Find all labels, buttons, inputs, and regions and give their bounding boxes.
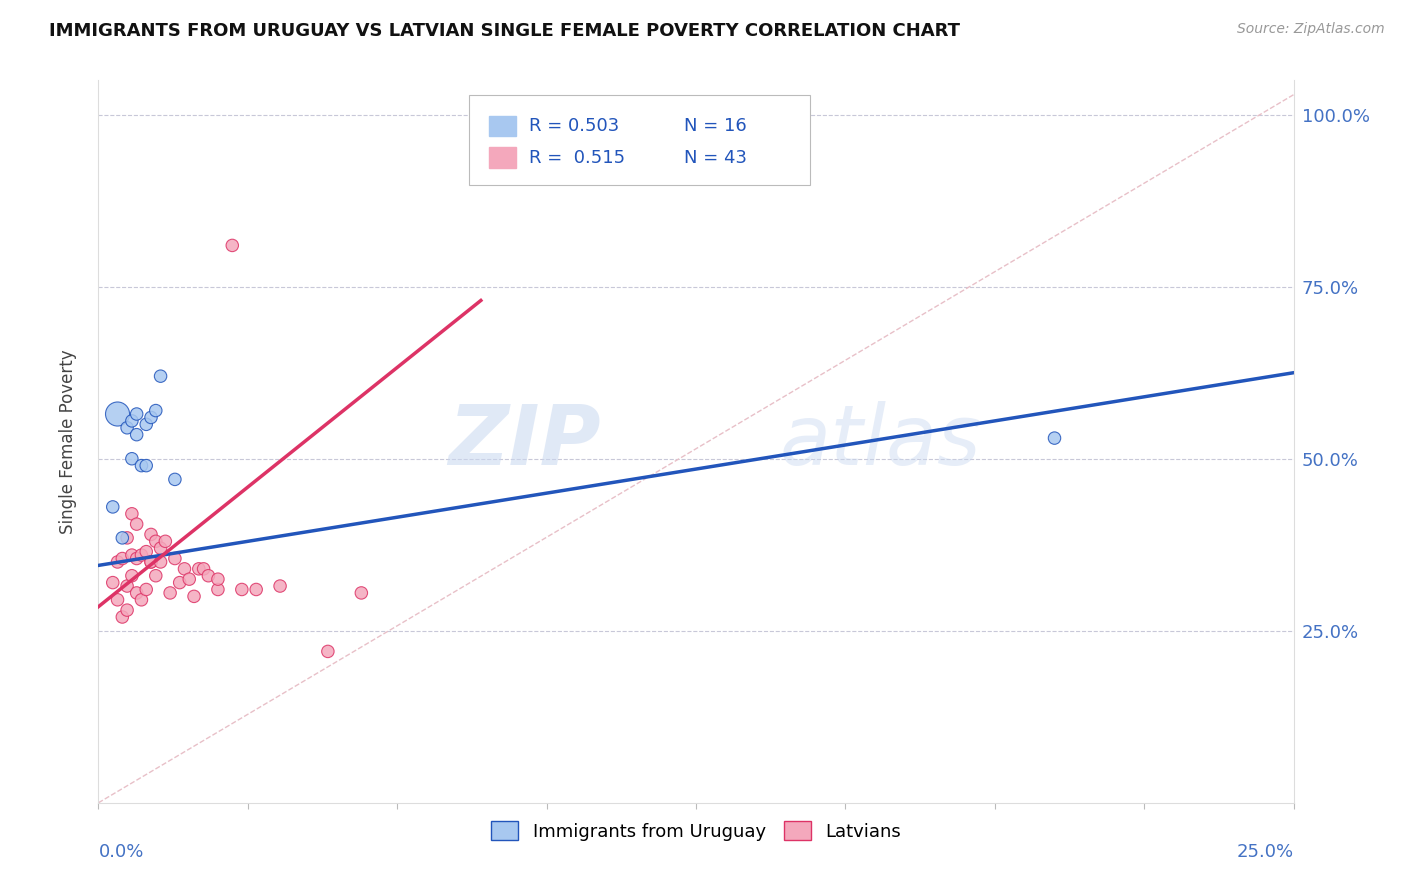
Point [125, 551, 148, 566]
Point [231, 582, 253, 597]
Point [121, 548, 143, 562]
Point [163, 472, 186, 486]
Text: R = 0.503: R = 0.503 [529, 117, 619, 135]
Text: ZIP: ZIP [447, 401, 600, 482]
Point [183, 590, 205, 604]
Text: N = 16: N = 16 [685, 117, 747, 135]
Y-axis label: Single Female Poverty: Single Female Poverty [59, 350, 77, 533]
Point [125, 407, 148, 421]
Bar [489, 147, 516, 168]
Text: Source: ZipAtlas.com: Source: ZipAtlas.com [1237, 22, 1385, 37]
Point [111, 551, 134, 566]
Point [111, 610, 134, 624]
Point [121, 507, 143, 521]
Point [169, 575, 191, 590]
Point [131, 592, 153, 607]
Point [207, 582, 229, 597]
Point [155, 534, 177, 549]
Point [207, 572, 229, 586]
Text: atlas: atlas [779, 401, 981, 482]
Point [115, 531, 138, 545]
Point [159, 586, 181, 600]
FancyBboxPatch shape [470, 95, 810, 185]
Point [245, 582, 267, 597]
Point [101, 500, 124, 514]
Point [1043, 431, 1066, 445]
Point [121, 414, 143, 428]
Point [111, 531, 134, 545]
Point [193, 562, 215, 576]
Point [149, 369, 172, 384]
Point [145, 568, 167, 582]
Text: 0.0%: 0.0% [98, 843, 143, 861]
Point [197, 568, 219, 582]
Point [139, 555, 162, 569]
Text: N = 43: N = 43 [685, 149, 747, 167]
Point [221, 238, 243, 252]
Point [149, 555, 172, 569]
Point [135, 417, 157, 432]
Point [125, 427, 148, 442]
Point [269, 579, 291, 593]
Point [135, 458, 157, 473]
Point [135, 544, 157, 558]
Point [139, 410, 162, 425]
Point [350, 586, 373, 600]
Point [139, 527, 162, 541]
Point [149, 541, 172, 556]
Point [101, 575, 124, 590]
Point [107, 407, 129, 421]
Point [139, 555, 162, 569]
Point [316, 644, 339, 658]
Point [179, 572, 201, 586]
Text: R =  0.515: R = 0.515 [529, 149, 624, 167]
Point [187, 562, 209, 576]
Bar [489, 116, 516, 136]
Point [135, 582, 157, 597]
Point [125, 586, 148, 600]
Point [121, 451, 143, 466]
Point [121, 568, 143, 582]
Point [173, 562, 195, 576]
Point [163, 551, 186, 566]
Point [107, 555, 129, 569]
Point [107, 592, 129, 607]
Point [115, 603, 138, 617]
Point [115, 579, 138, 593]
Point [131, 548, 153, 562]
Text: 25.0%: 25.0% [1236, 843, 1294, 861]
Legend: Immigrants from Uruguay, Latvians: Immigrants from Uruguay, Latvians [484, 814, 908, 848]
Point [145, 534, 167, 549]
Point [125, 517, 148, 532]
Point [145, 403, 167, 417]
Text: IMMIGRANTS FROM URUGUAY VS LATVIAN SINGLE FEMALE POVERTY CORRELATION CHART: IMMIGRANTS FROM URUGUAY VS LATVIAN SINGL… [49, 22, 960, 40]
Point [115, 421, 138, 435]
Point [131, 458, 153, 473]
